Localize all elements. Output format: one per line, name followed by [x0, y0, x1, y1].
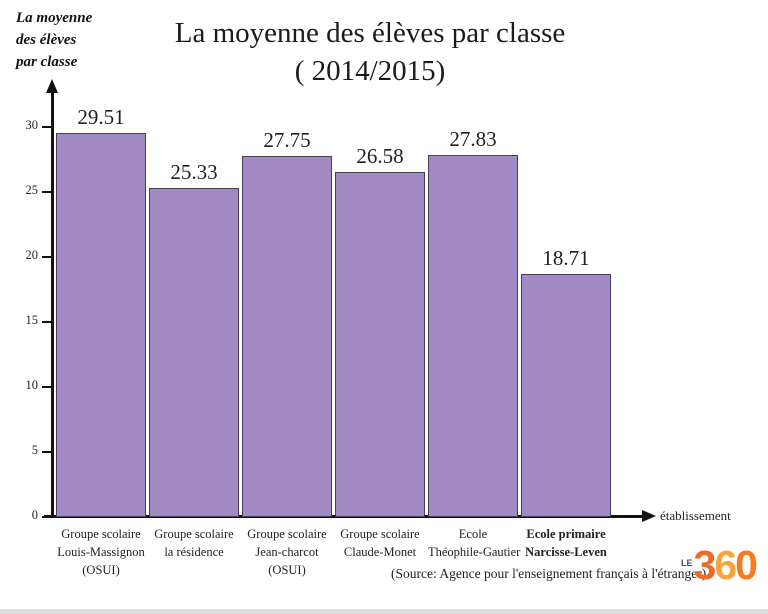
le360-logo-digit: 3	[693, 542, 717, 588]
title-block: La moyenne des élèves par classe ( 2014/…	[140, 14, 600, 91]
bar[interactable]	[56, 133, 146, 517]
bar-column: 26.58	[335, 143, 425, 517]
x-category-label: Groupe scolaire Jean-charcot (OSUI)	[247, 527, 327, 577]
bar-value-label: 25.33	[170, 159, 218, 184]
y-axis-arrow-icon	[46, 79, 58, 93]
y-tick-label: 25	[25, 183, 39, 197]
y-axis-title-line: par classe	[16, 53, 78, 70]
y-axis-title: La moyenne des élèves par classe	[16, 8, 92, 73]
source-note: (Source: Agence pour l'enseignement fran…	[391, 566, 707, 581]
bar-value-label: 27.75	[263, 128, 311, 153]
chart-subtitle: ( 2014/2015)	[294, 55, 446, 88]
y-tick-line	[42, 191, 52, 193]
x-category-label: Ecole primaire Narcisse-Leven	[525, 527, 607, 559]
bar-column: 29.51	[56, 105, 146, 517]
bar[interactable]	[428, 155, 518, 517]
y-axis-title-line: La moyenne	[16, 10, 93, 26]
bar-column: 18.71	[521, 246, 611, 517]
bar-value-label: 26.58	[356, 143, 404, 168]
bar-column: 27.83	[428, 127, 518, 517]
y-tick-label: 15	[25, 313, 39, 327]
x-axis-label: établissement	[660, 508, 731, 523]
bars-row: 29.51 25.33 27.75 26.58 27.83 18.71	[54, 105, 620, 517]
y-tick-line	[42, 126, 52, 128]
x-category-label: Groupe scolaire Louis-Massignon (OSUI)	[57, 527, 145, 577]
y-tick-label: 5	[31, 443, 38, 457]
bar-value-label: 18.71	[542, 245, 590, 270]
bar-column: 25.33	[149, 160, 239, 517]
bar[interactable]	[242, 156, 332, 517]
bottom-divider	[0, 609, 768, 614]
y-tick-label: 20	[25, 248, 39, 262]
le360-logo-prefix: LE	[681, 558, 693, 568]
y-tick-line	[42, 451, 52, 453]
le360-logo-digit: 0	[735, 542, 758, 588]
chart-title: La moyenne des élèves par classe	[174, 17, 566, 49]
bar[interactable]	[521, 273, 611, 517]
bar-value-label: 29.51	[77, 105, 125, 130]
bar[interactable]	[335, 171, 425, 517]
x-category-label: Ecole Théophile-Gautier	[428, 527, 521, 559]
y-axis-line	[51, 92, 54, 517]
bar-column: 27.75	[242, 128, 332, 517]
y-ticks: 0 5 10 15 20 25 30	[0, 118, 54, 522]
x-labels-row: Groupe scolaire Louis-Massignon (OSUI) Grou…	[54, 526, 620, 579]
x-axis-arrow-icon	[642, 510, 656, 522]
y-axis-title-line: des élèves	[16, 31, 77, 48]
y-tick-line	[42, 256, 52, 258]
y-tick-line	[42, 516, 52, 518]
le360-logo-digit: 6	[714, 542, 737, 588]
y-tick-line	[42, 386, 52, 388]
bar[interactable]	[149, 187, 239, 517]
y-tick-label: 30	[25, 118, 39, 132]
y-tick-line	[42, 321, 52, 323]
y-tick-label: 10	[25, 378, 39, 392]
bar-value-label: 27.83	[449, 127, 497, 152]
y-tick-label: 0	[31, 508, 38, 522]
x-category-label: Groupe scolaire la résidence	[154, 527, 234, 559]
x-category-label: Groupe scolaire Claude-Monet	[340, 527, 420, 559]
